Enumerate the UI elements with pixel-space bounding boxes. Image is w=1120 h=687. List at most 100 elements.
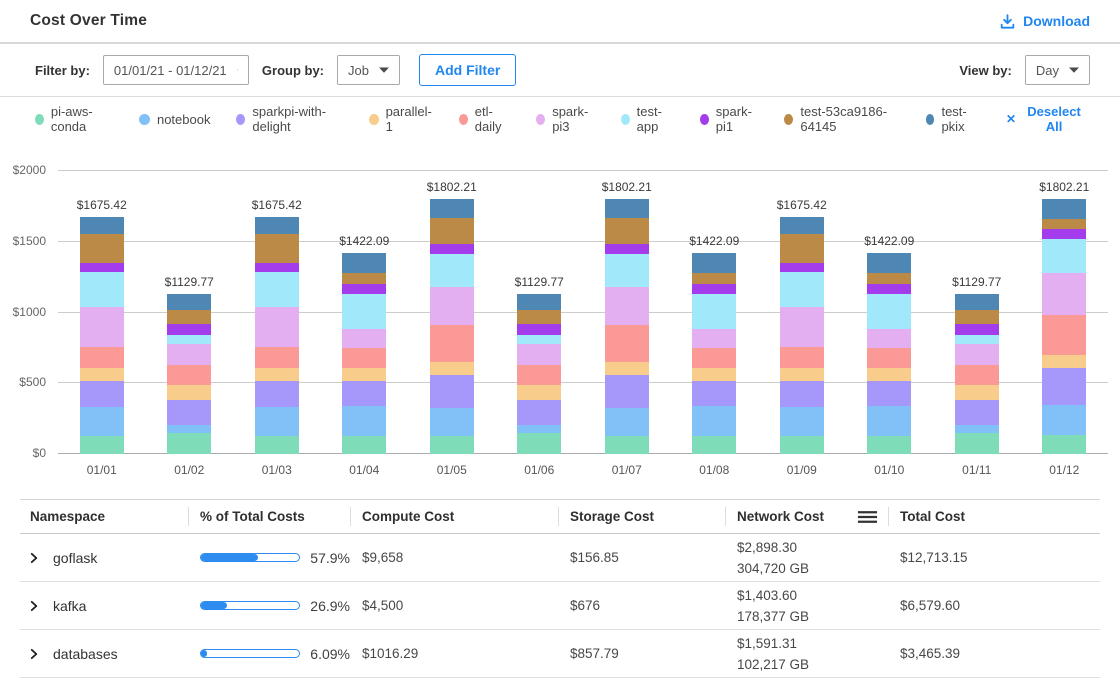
- bar-segment-notebook[interactable]: [342, 406, 387, 436]
- bar-segment-pi-aws-conda[interactable]: [254, 435, 299, 454]
- legend-item-sparkpi-with-delight[interactable]: sparkpi-with-delight: [236, 104, 342, 134]
- bar-01/08[interactable]: $1422.09: [689, 234, 739, 454]
- legend-item-notebook[interactable]: notebook: [138, 112, 210, 127]
- bar-segment-etl-daily[interactable]: [517, 365, 562, 385]
- bar-segment-parallel-1[interactable]: [779, 368, 824, 381]
- bar-segment-notebook[interactable]: [604, 408, 649, 437]
- bar-segment-etl-daily[interactable]: [604, 324, 649, 362]
- bar-segment-etl-daily[interactable]: [867, 347, 912, 368]
- bar-segment-test-53ca9186-64145[interactable]: [342, 272, 387, 285]
- bar-segment-test-app[interactable]: [1042, 239, 1087, 274]
- bar-01/04[interactable]: $1422.09: [339, 234, 389, 454]
- bar-segment-test-app[interactable]: [954, 334, 999, 344]
- bar-segment-pi-aws-conda[interactable]: [79, 435, 124, 454]
- bar-segment-test-53ca9186-64145[interactable]: [604, 217, 649, 245]
- bar-segment-test-53ca9186-64145[interactable]: [254, 234, 299, 263]
- bar-segment-pi-aws-conda[interactable]: [867, 435, 912, 454]
- date-range-select[interactable]: 01/01/21 - 01/12/21: [102, 55, 249, 85]
- bar-segment-pi-aws-conda[interactable]: [342, 435, 387, 454]
- bar-segment-parallel-1[interactable]: [1042, 355, 1087, 369]
- bar-01/11[interactable]: $1129.77: [952, 275, 1001, 454]
- bar-segment-etl-daily[interactable]: [79, 347, 124, 369]
- bar-01/03[interactable]: $1675.42: [252, 198, 302, 454]
- bar-segment-test-pkix[interactable]: [604, 199, 649, 218]
- group-by-select[interactable]: Job: [337, 55, 400, 85]
- bar-segment-etl-daily[interactable]: [779, 347, 824, 369]
- bar-segment-sparkpi-with-delight[interactable]: [867, 380, 912, 407]
- bar-segment-parallel-1[interactable]: [954, 384, 999, 401]
- bar-segment-notebook[interactable]: [429, 408, 474, 437]
- bar-segment-test-53ca9186-64145[interactable]: [954, 309, 999, 325]
- bar-segment-test-pkix[interactable]: [167, 294, 212, 310]
- bar-01/06[interactable]: $1129.77: [515, 275, 564, 454]
- bar-segment-spark-pi1[interactable]: [254, 262, 299, 272]
- bar-segment-spark-pi3[interactable]: [167, 343, 212, 366]
- bar-segment-pi-aws-conda[interactable]: [954, 432, 999, 454]
- legend-item-test-pkix[interactable]: test-pkix: [925, 104, 980, 134]
- bar-segment-notebook[interactable]: [867, 406, 912, 436]
- bar-segment-spark-pi3[interactable]: [254, 306, 299, 348]
- bar-01/12[interactable]: $1802.21: [1039, 180, 1089, 454]
- bar-segment-test-pkix[interactable]: [779, 217, 824, 235]
- bar-segment-sparkpi-with-delight[interactable]: [779, 380, 824, 407]
- bar-segment-notebook[interactable]: [1042, 404, 1087, 436]
- bar-segment-test-53ca9186-64145[interactable]: [867, 272, 912, 285]
- legend-item-spark-pi3[interactable]: spark-pi3: [536, 104, 594, 134]
- column-header-percent[interactable]: % of Total Costs: [188, 500, 350, 533]
- bar-segment-test-app[interactable]: [604, 254, 649, 287]
- bar-segment-spark-pi3[interactable]: [604, 286, 649, 325]
- bar-segment-notebook[interactable]: [779, 406, 824, 436]
- bar-segment-sparkpi-with-delight[interactable]: [517, 400, 562, 426]
- bar-segment-pi-aws-conda[interactable]: [517, 432, 562, 454]
- bar-segment-spark-pi3[interactable]: [954, 343, 999, 366]
- bar-segment-test-app[interactable]: [779, 271, 824, 307]
- bar-segment-test-pkix[interactable]: [254, 217, 299, 235]
- bar-segment-pi-aws-conda[interactable]: [429, 436, 474, 454]
- bar-segment-notebook[interactable]: [254, 406, 299, 436]
- bar-01/07[interactable]: $1802.21: [602, 180, 652, 454]
- bar-segment-spark-pi1[interactable]: [867, 284, 912, 295]
- column-header-compute[interactable]: Compute Cost: [350, 500, 558, 533]
- bar-segment-spark-pi1[interactable]: [167, 324, 212, 335]
- column-header-total[interactable]: Total Cost: [888, 500, 1100, 533]
- bar-segment-parallel-1[interactable]: [692, 367, 737, 381]
- bar-segment-sparkpi-with-delight[interactable]: [692, 380, 737, 407]
- bar-segment-spark-pi1[interactable]: [342, 284, 387, 295]
- bar-segment-notebook[interactable]: [167, 425, 212, 433]
- bar-segment-notebook[interactable]: [954, 425, 999, 433]
- expand-chevron-icon[interactable]: [29, 648, 40, 660]
- bar-segment-etl-daily[interactable]: [254, 347, 299, 369]
- bar-01/10[interactable]: $1422.09: [864, 234, 914, 454]
- bar-segment-spark-pi1[interactable]: [429, 244, 474, 254]
- bar-segment-spark-pi1[interactable]: [604, 244, 649, 254]
- bar-segment-test-app[interactable]: [429, 254, 474, 287]
- bar-segment-test-pkix[interactable]: [429, 199, 474, 218]
- bar-segment-spark-pi3[interactable]: [692, 328, 737, 348]
- bar-segment-test-app[interactable]: [867, 294, 912, 329]
- bar-segment-test-53ca9186-64145[interactable]: [79, 234, 124, 263]
- bar-segment-sparkpi-with-delight[interactable]: [342, 380, 387, 407]
- column-header-network[interactable]: Network Cost: [725, 500, 888, 533]
- bar-segment-test-pkix[interactable]: [867, 252, 912, 273]
- bar-segment-pi-aws-conda[interactable]: [167, 432, 212, 454]
- column-header-namespace[interactable]: Namespace: [30, 509, 106, 524]
- bar-segment-parallel-1[interactable]: [79, 368, 124, 381]
- bar-segment-test-pkix[interactable]: [79, 217, 124, 235]
- bar-segment-test-pkix[interactable]: [342, 252, 387, 273]
- legend-item-test-53ca9186-64145[interactable]: test-53ca9186-64145: [784, 104, 899, 134]
- bar-segment-spark-pi1[interactable]: [517, 324, 562, 335]
- bar-segment-spark-pi3[interactable]: [779, 306, 824, 348]
- bar-segment-etl-daily[interactable]: [429, 324, 474, 362]
- bar-segment-pi-aws-conda[interactable]: [779, 435, 824, 454]
- view-by-select[interactable]: Day: [1024, 55, 1090, 85]
- legend-item-test-app[interactable]: test-app: [620, 104, 674, 134]
- bar-segment-etl-daily[interactable]: [692, 347, 737, 368]
- column-menu-icon[interactable]: [857, 510, 878, 524]
- bar-segment-sparkpi-with-delight[interactable]: [167, 400, 212, 426]
- bar-01/02[interactable]: $1129.77: [165, 275, 214, 454]
- add-filter-button[interactable]: Add Filter: [418, 54, 517, 86]
- bar-segment-spark-pi1[interactable]: [79, 262, 124, 272]
- bar-segment-test-53ca9186-64145[interactable]: [779, 234, 824, 263]
- bar-segment-parallel-1[interactable]: [604, 361, 649, 375]
- legend-item-pi-aws-conda[interactable]: pi-aws-conda: [35, 104, 113, 134]
